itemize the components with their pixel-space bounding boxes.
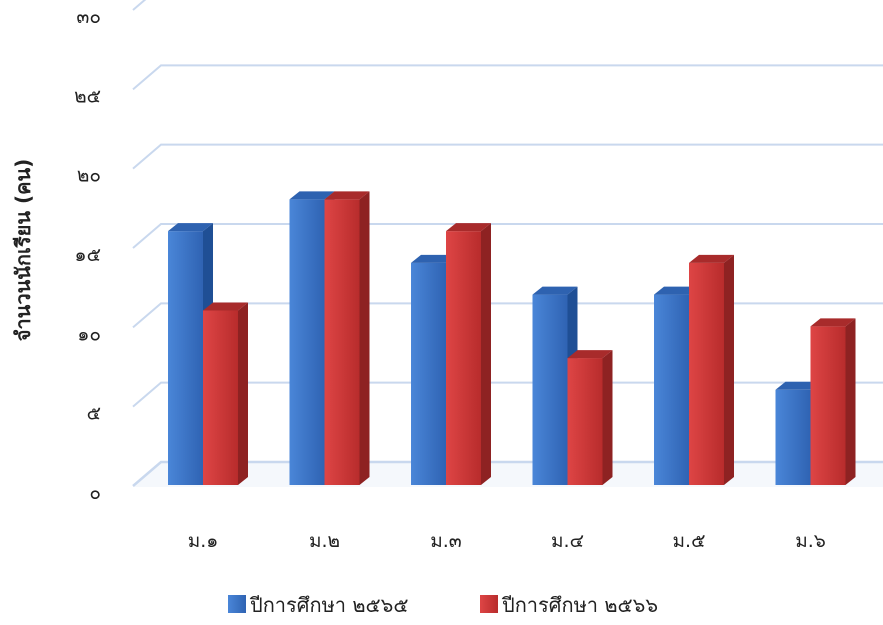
bar bbox=[810, 318, 856, 485]
legend-label: ปีการศึกษา ๒๕๖๕ bbox=[250, 593, 409, 617]
y-axis-ticks: ๐ ๕ ๑๐ ๑๕ ๒๐ ๒๕ ๓๐ bbox=[74, 6, 101, 504]
x-tick-label: ม.๒ bbox=[309, 530, 340, 552]
bar-front bbox=[168, 231, 203, 485]
legend-swatch bbox=[228, 595, 246, 613]
y-tick-label: ๒๐ bbox=[77, 165, 101, 187]
bar-front bbox=[567, 358, 603, 485]
y-axis-label: จำนวนนักเรียน (คน) bbox=[11, 159, 35, 342]
bar-top bbox=[203, 302, 248, 311]
x-tick-label: ม.๕ bbox=[673, 530, 706, 552]
y-tick-label: ๓๐ bbox=[76, 6, 101, 28]
bar-top bbox=[567, 350, 613, 359]
bar-top bbox=[168, 223, 213, 232]
bar-side bbox=[602, 350, 613, 485]
bar-front bbox=[689, 262, 724, 485]
legend-swatch bbox=[480, 595, 498, 613]
bar bbox=[446, 223, 491, 485]
x-tick-label: ม.๔ bbox=[551, 530, 584, 552]
bar-front bbox=[654, 294, 689, 485]
gridline bbox=[132, 460, 883, 487]
bar-side bbox=[845, 318, 856, 485]
y-tick-label: ๐ bbox=[89, 482, 101, 504]
bar bbox=[689, 254, 734, 485]
bar-front bbox=[532, 294, 568, 485]
bar-top bbox=[810, 318, 856, 327]
bar bbox=[168, 223, 213, 485]
bar-side bbox=[359, 191, 370, 485]
bar-side bbox=[238, 302, 248, 485]
bar bbox=[324, 191, 370, 485]
bar-front bbox=[446, 231, 481, 485]
x-axis-ticks: ม.๑ ม.๒ ม.๓ ม.๔ ม.๕ ม.๖ bbox=[188, 530, 826, 552]
gridline bbox=[132, 223, 883, 249]
x-tick-label: ม.๖ bbox=[795, 530, 826, 552]
bar-top bbox=[532, 286, 578, 295]
legend-item: ปีการศึกษา ๒๕๖๕ bbox=[228, 593, 409, 617]
bar-front bbox=[289, 199, 325, 485]
bar-side bbox=[481, 223, 491, 485]
bar-front bbox=[203, 310, 238, 485]
x-tick-label: ม.๑ bbox=[188, 530, 219, 552]
bar-front bbox=[775, 389, 811, 485]
gridline bbox=[132, 302, 883, 329]
y-tick-label: ๑๐ bbox=[77, 323, 101, 345]
gridline bbox=[132, 0, 147, 11]
x-tick-label: ม.๓ bbox=[430, 530, 462, 552]
gridline bbox=[132, 381, 883, 408]
gridline bbox=[132, 64, 883, 91]
gridline bbox=[132, 143, 883, 170]
bar-top bbox=[446, 223, 491, 232]
bar-front bbox=[810, 326, 846, 485]
y-tick-label: ๑๕ bbox=[75, 244, 101, 266]
legend-item: ปีการศึกษา ๒๕๖๖ bbox=[480, 593, 658, 617]
bar-top bbox=[775, 381, 821, 390]
legend-label: ปีการศึกษา ๒๕๖๖ bbox=[502, 593, 658, 617]
bar-top bbox=[654, 286, 699, 295]
bar-top bbox=[289, 191, 335, 200]
bars bbox=[168, 191, 856, 485]
bar-top bbox=[324, 191, 370, 200]
bar-top bbox=[689, 254, 734, 263]
bar-front bbox=[411, 262, 446, 485]
bar-front bbox=[324, 199, 360, 485]
bar-top bbox=[411, 254, 456, 263]
legend: ปีการศึกษา ๒๕๖๕ ปีการศึกษา ๒๕๖๖ bbox=[228, 593, 658, 617]
bar bbox=[203, 302, 248, 485]
y-tick-label: ๕ bbox=[87, 403, 101, 425]
y-tick-label: ๒๕ bbox=[74, 85, 101, 107]
bar bbox=[567, 350, 613, 485]
bar-side bbox=[724, 254, 734, 485]
